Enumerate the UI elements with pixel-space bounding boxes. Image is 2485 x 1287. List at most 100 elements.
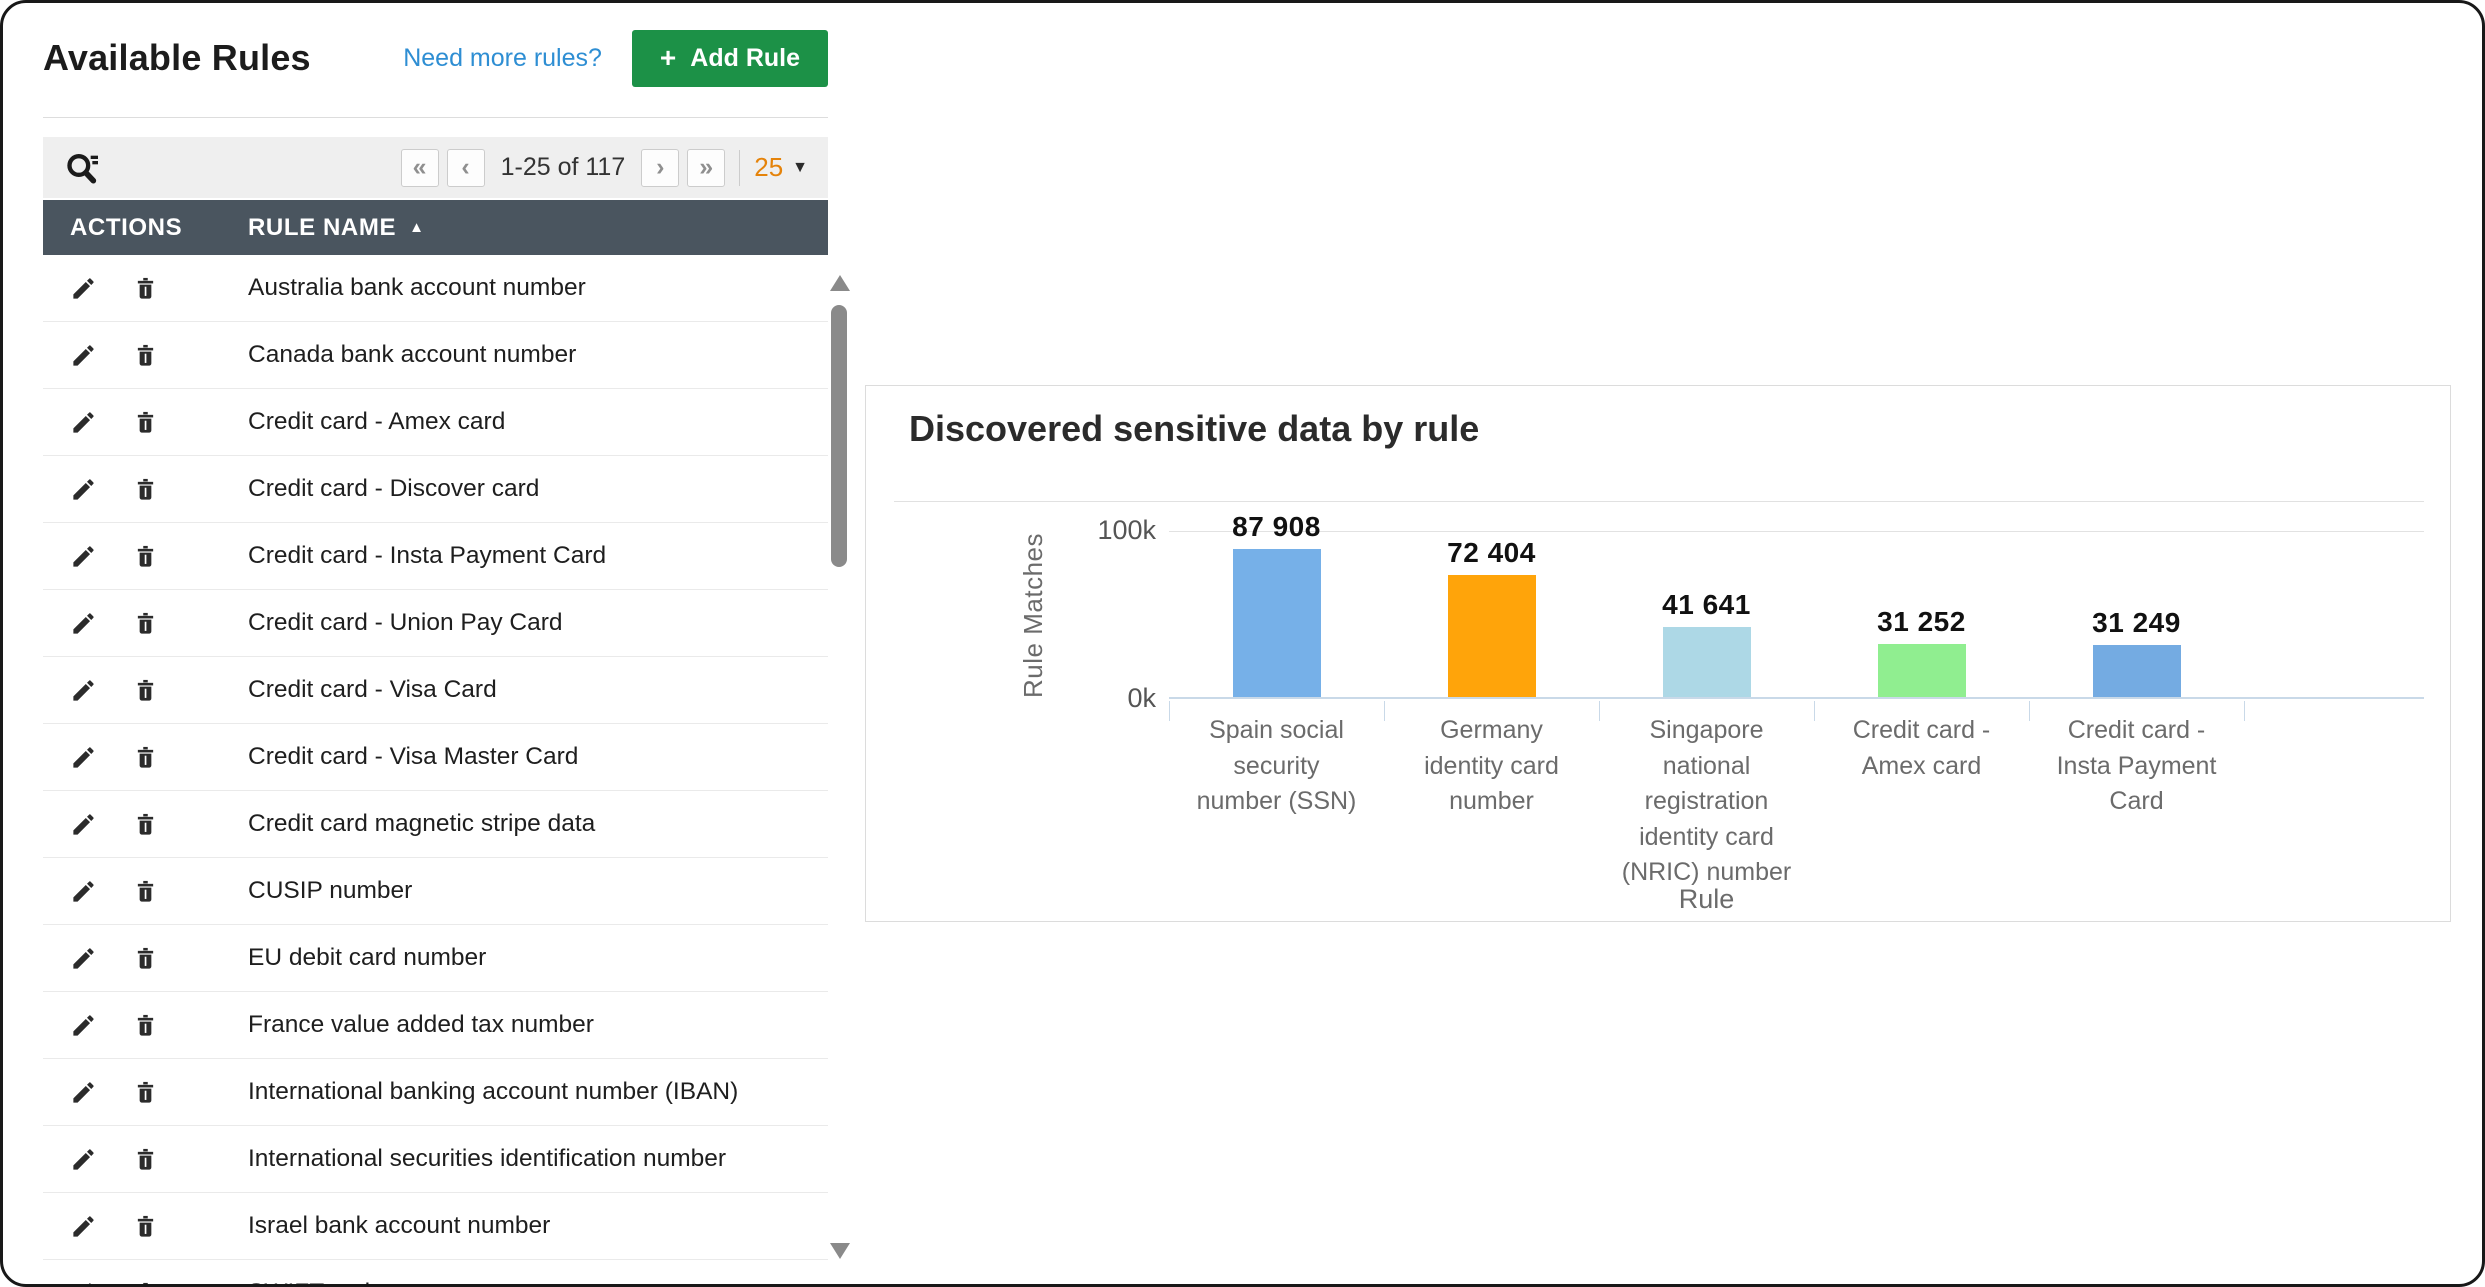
search-icon[interactable] bbox=[63, 148, 103, 188]
table-row: SWIFT code bbox=[43, 1260, 828, 1287]
rules-list: Australia bank account number Canada bank… bbox=[43, 255, 828, 1287]
page-size-dropdown[interactable]: 25 ▼ bbox=[754, 152, 808, 183]
delete-icon[interactable] bbox=[132, 1280, 159, 1287]
scroll-up-icon[interactable] bbox=[830, 275, 850, 291]
edit-icon[interactable] bbox=[70, 878, 97, 905]
first-page-button[interactable]: « bbox=[400, 148, 439, 187]
rule-name: Credit card magnetic stripe data bbox=[248, 810, 596, 837]
prev-page-button[interactable]: ‹ bbox=[446, 148, 485, 187]
plus-icon: + bbox=[659, 42, 677, 73]
bar-3[interactable] bbox=[1662, 627, 1751, 697]
edit-icon[interactable] bbox=[70, 1012, 97, 1039]
rule-name: EU debit card number bbox=[248, 944, 487, 971]
edit-icon[interactable] bbox=[70, 476, 97, 503]
delete-icon[interactable] bbox=[132, 1146, 159, 1173]
delete-icon[interactable] bbox=[132, 342, 159, 369]
delete-icon[interactable] bbox=[132, 677, 159, 704]
table-row: Credit card - Visa Card bbox=[43, 657, 828, 724]
bar-value-label: 72 404 bbox=[1447, 537, 1536, 568]
bar-2[interactable] bbox=[1447, 575, 1536, 697]
delete-icon[interactable] bbox=[132, 1213, 159, 1240]
delete-icon[interactable] bbox=[132, 476, 159, 503]
plot-area: 87 908 72 404 41 641 31 252 31 249 bbox=[1169, 511, 2424, 699]
rule-name: Canada bank account number bbox=[248, 341, 577, 368]
x-axis-labels: Spain social security number (SSN) German… bbox=[1169, 713, 2244, 891]
table-row: Credit card - Union Pay Card bbox=[43, 590, 828, 657]
y-tick-0k: 0k bbox=[1127, 683, 1156, 713]
table-row: Credit card - Visa Master Card bbox=[43, 724, 828, 791]
edit-icon[interactable] bbox=[70, 1280, 97, 1287]
x-axis-tick bbox=[1814, 701, 1815, 721]
edit-icon[interactable] bbox=[70, 610, 97, 637]
table-row: Credit card - Insta Payment Card bbox=[43, 523, 828, 590]
need-more-rules-link[interactable]: Need more rules? bbox=[403, 43, 602, 72]
bar-5[interactable] bbox=[2092, 645, 2181, 697]
delete-icon[interactable] bbox=[132, 1079, 159, 1106]
row-actions bbox=[43, 1213, 248, 1240]
next-page-button[interactable]: › bbox=[641, 148, 680, 187]
x-axis-tick bbox=[1169, 701, 1170, 721]
table-row: Canada bank account number bbox=[43, 322, 828, 389]
chevron-down-icon: ▼ bbox=[792, 158, 808, 176]
y-tick-100k: 100k bbox=[1097, 515, 1156, 545]
row-actions bbox=[43, 1280, 248, 1287]
bar-value-label: 41 641 bbox=[1662, 589, 1751, 620]
scrollbar-thumb[interactable] bbox=[831, 305, 847, 567]
rule-name: International banking account number (IB… bbox=[248, 1078, 739, 1105]
edit-icon[interactable] bbox=[70, 409, 97, 436]
rule-name: France value added tax number bbox=[248, 1011, 594, 1038]
delete-icon[interactable] bbox=[132, 610, 159, 637]
rules-toolbar: « ‹ 1-25 of 117 › » 25 ▼ bbox=[43, 137, 828, 198]
edit-icon[interactable] bbox=[70, 275, 97, 302]
x-tick-label: Credit card - Amex card bbox=[1852, 716, 1991, 780]
column-header-actions[interactable]: ACTIONS bbox=[70, 213, 183, 241]
bar-4[interactable] bbox=[1877, 644, 1966, 697]
delete-icon[interactable] bbox=[132, 945, 159, 972]
delete-icon[interactable] bbox=[132, 1012, 159, 1039]
table-row: CUSIP number bbox=[43, 858, 828, 925]
table-row: International securities identification … bbox=[43, 1126, 828, 1193]
delete-icon[interactable] bbox=[132, 811, 159, 838]
delete-icon[interactable] bbox=[132, 275, 159, 302]
delete-icon[interactable] bbox=[132, 878, 159, 905]
rule-name: Credit card - Discover card bbox=[248, 475, 540, 502]
page-title: Available Rules bbox=[43, 37, 311, 78]
delete-icon[interactable] bbox=[132, 744, 159, 771]
available-rules-header: Available Rules Need more rules? + Add R… bbox=[43, 21, 828, 95]
edit-icon[interactable] bbox=[70, 811, 97, 838]
edit-icon[interactable] bbox=[70, 1079, 97, 1106]
toolbar-divider bbox=[739, 149, 741, 186]
bar-value-label: 31 252 bbox=[1877, 606, 1966, 637]
edit-icon[interactable] bbox=[70, 1213, 97, 1240]
delete-icon[interactable] bbox=[132, 409, 159, 436]
edit-icon[interactable] bbox=[70, 677, 97, 704]
pagination-range: 1-25 of 117 bbox=[500, 153, 626, 181]
table-row: Credit card magnetic stripe data bbox=[43, 791, 828, 858]
edit-icon[interactable] bbox=[70, 744, 97, 771]
edit-icon[interactable] bbox=[70, 1146, 97, 1173]
edit-icon[interactable] bbox=[70, 945, 97, 972]
row-actions bbox=[43, 1079, 248, 1106]
delete-icon[interactable] bbox=[132, 543, 159, 570]
bar-1[interactable] bbox=[1232, 549, 1321, 697]
scroll-down-icon[interactable] bbox=[830, 1243, 850, 1259]
table-row: Israel bank account number bbox=[43, 1193, 828, 1260]
edit-icon[interactable] bbox=[70, 543, 97, 570]
row-actions bbox=[43, 677, 248, 704]
x-axis-tick bbox=[2244, 701, 2245, 721]
x-tick-label: Spain social security number (SSN) bbox=[1196, 716, 1357, 815]
column-header-rule-name[interactable]: RULE NAME ▲ bbox=[248, 213, 425, 241]
pagination: « ‹ 1-25 of 117 › » 25 ▼ bbox=[397, 148, 808, 187]
add-rule-button[interactable]: + Add Rule bbox=[631, 29, 828, 87]
x-tick-label: Germany identity card number bbox=[1424, 716, 1559, 815]
rule-name: International securities identification … bbox=[248, 1145, 727, 1172]
table-row: Credit card - Amex card bbox=[43, 389, 828, 456]
x-axis-tick bbox=[2029, 701, 2030, 721]
last-page-button[interactable]: » bbox=[687, 148, 726, 187]
rule-name: CUSIP number bbox=[248, 877, 413, 904]
rule-name: Australia bank account number bbox=[248, 274, 586, 301]
row-actions bbox=[43, 1146, 248, 1173]
edit-icon[interactable] bbox=[70, 342, 97, 369]
bar-slot: 31 249 bbox=[2029, 529, 2244, 697]
